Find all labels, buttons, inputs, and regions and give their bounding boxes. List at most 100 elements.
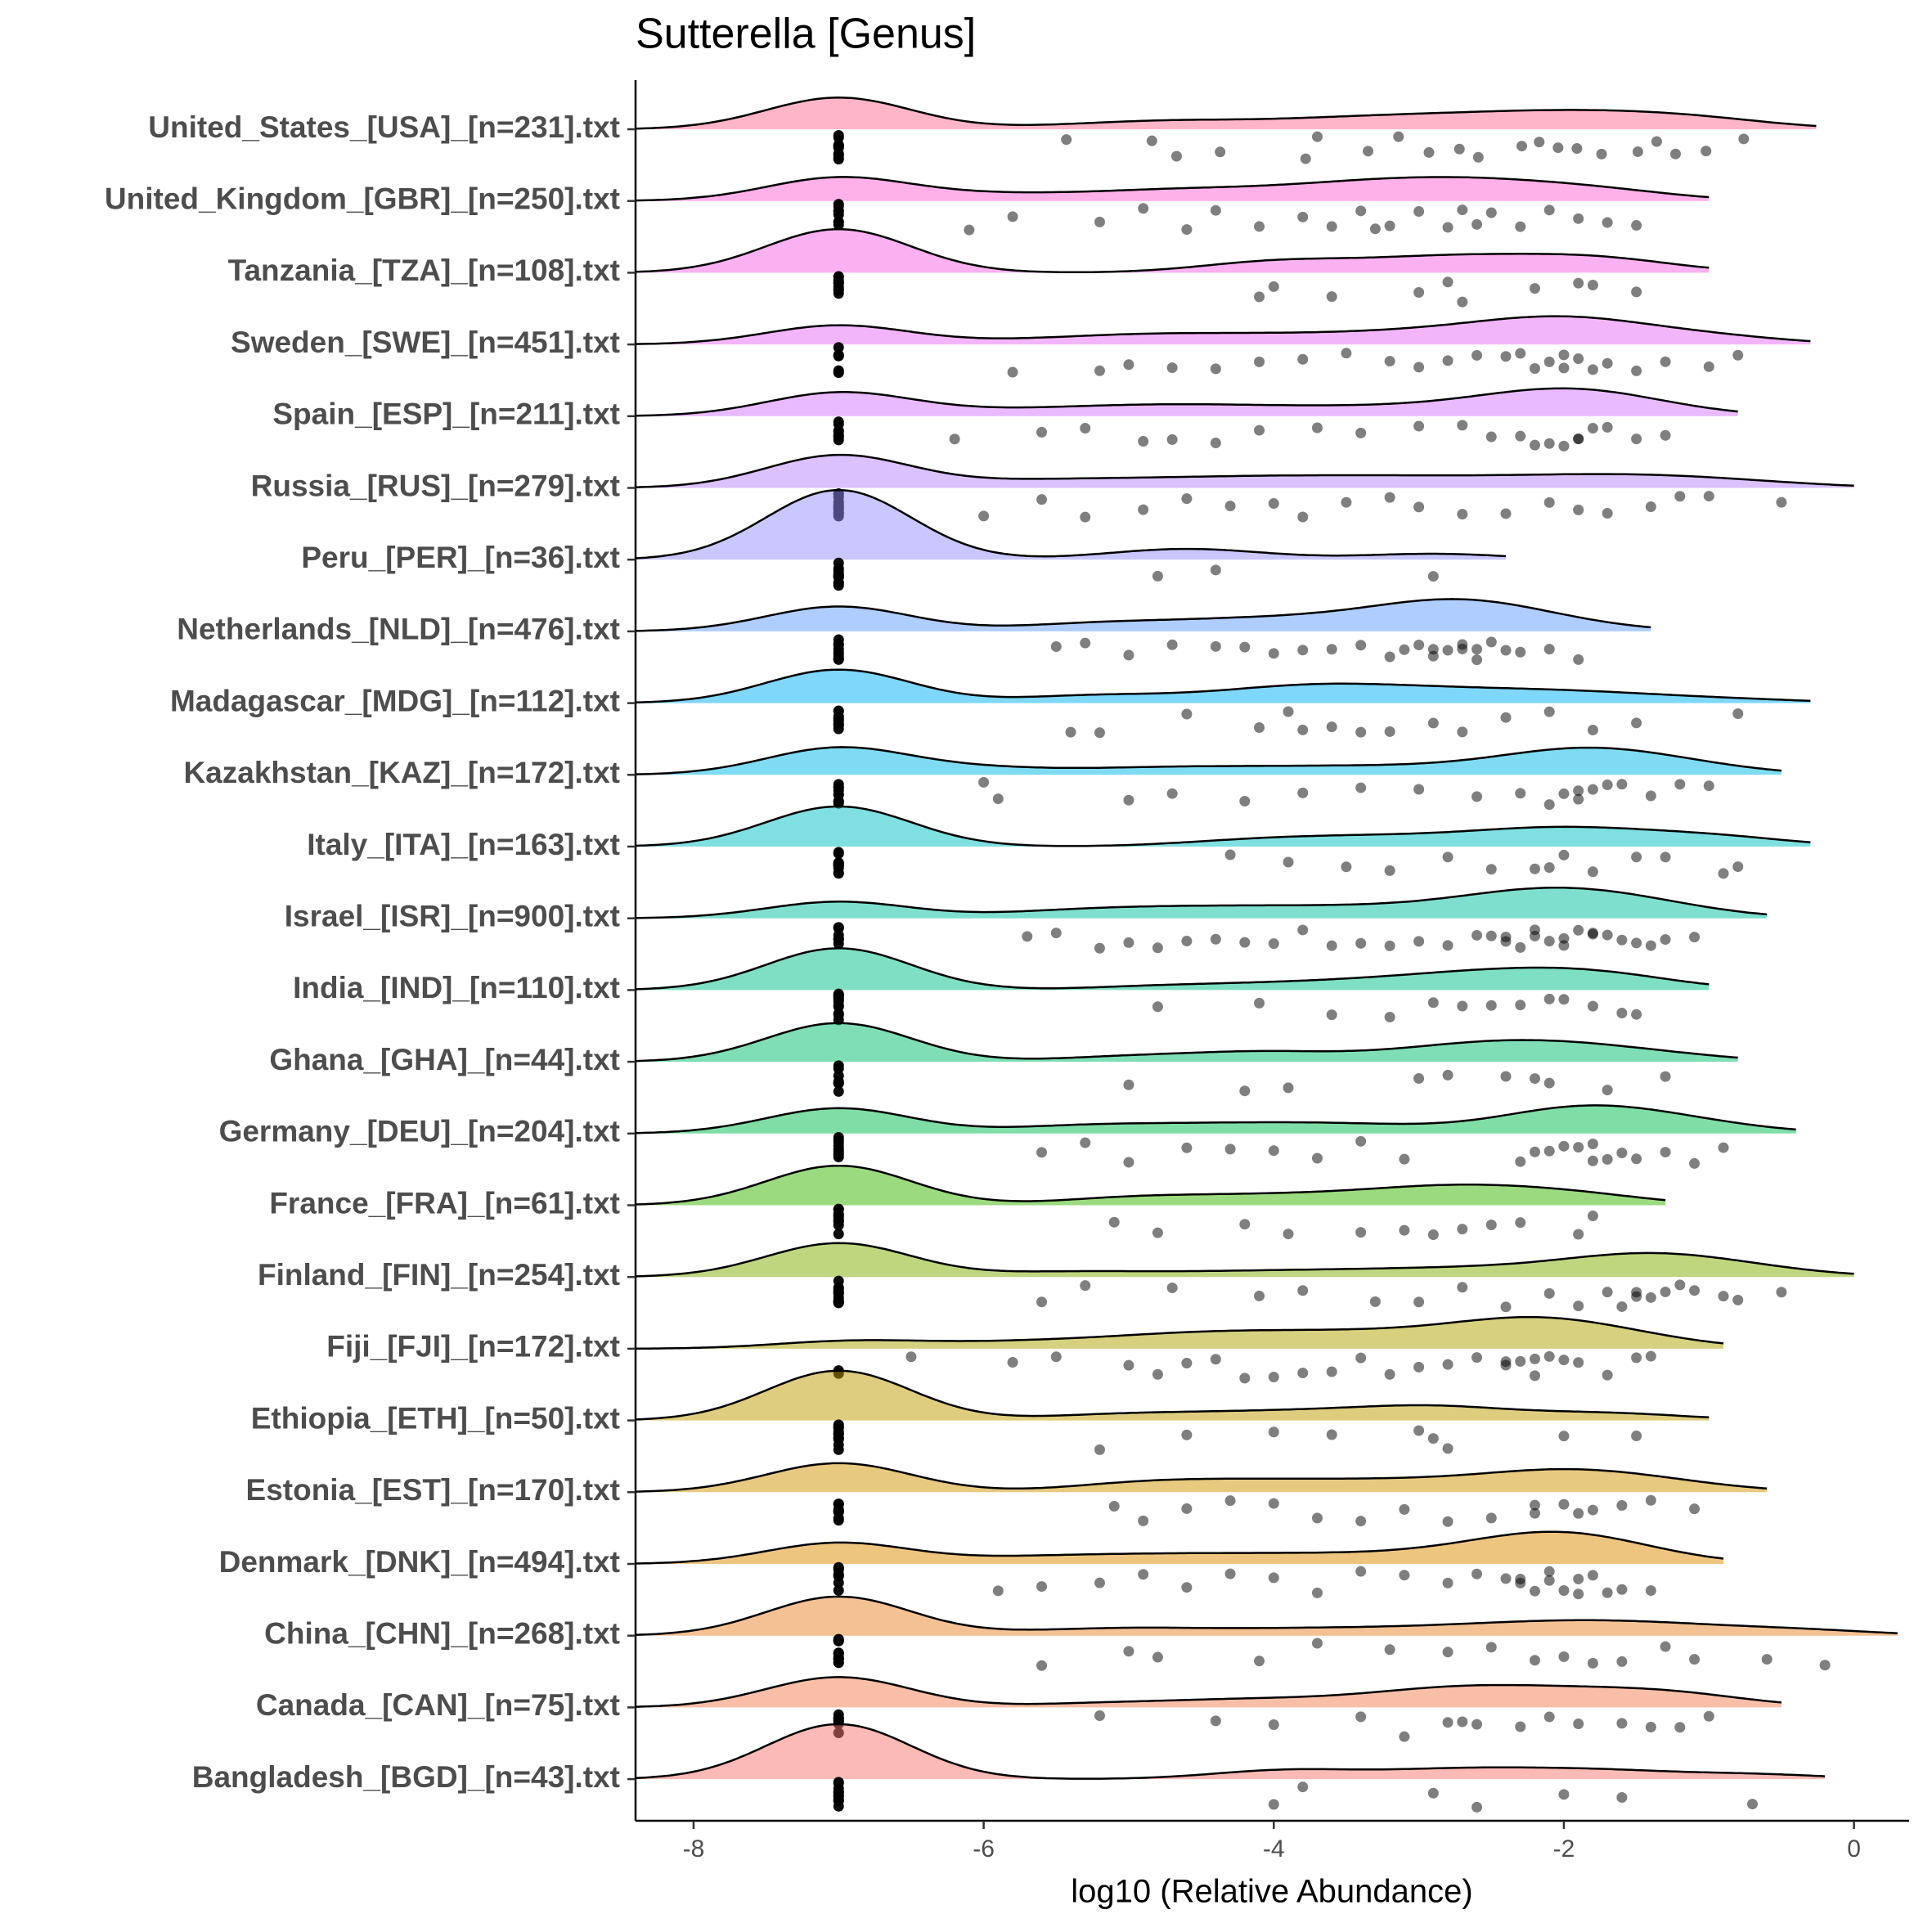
data-point (833, 1070, 844, 1081)
data-point (1587, 784, 1598, 795)
data-point (1689, 1285, 1701, 1296)
data-point (1732, 349, 1744, 361)
data-point (1399, 1153, 1410, 1165)
data-point (1138, 436, 1149, 447)
data-point (1558, 1140, 1570, 1152)
data-point (1427, 1433, 1439, 1445)
data-point (1442, 940, 1453, 951)
data-point (833, 199, 844, 210)
data-point (1471, 349, 1483, 361)
data-point (1776, 1287, 1787, 1298)
y-tick-label: Spain_[ESP]_[n=211].txt (272, 398, 620, 431)
data-point (833, 557, 844, 568)
data-point (1558, 1431, 1570, 1442)
data-point (1326, 1429, 1337, 1440)
data-point (1399, 1503, 1410, 1515)
data-point (1311, 1512, 1323, 1524)
density-outline (635, 1164, 1666, 1206)
data-point (1558, 1789, 1570, 1800)
data-point (1311, 422, 1323, 434)
data-point (1515, 941, 1526, 953)
data-point (1587, 1139, 1598, 1150)
data-point (1036, 426, 1048, 438)
data-point (833, 571, 844, 582)
data-point (1181, 1357, 1193, 1368)
data-point (1529, 1585, 1540, 1597)
data-point (1355, 782, 1367, 793)
data-point (1515, 221, 1526, 232)
data-point (1457, 296, 1468, 308)
data-point (1616, 779, 1628, 790)
data-point (833, 795, 844, 806)
data-point (1254, 425, 1265, 436)
data-point (1254, 356, 1265, 367)
data-point (1573, 654, 1584, 665)
data-point (1384, 651, 1395, 663)
y-tick-label: Denmark_[DNK]_[n=494].txt (219, 1545, 620, 1579)
data-point (1413, 420, 1425, 432)
data-point (1587, 1657, 1598, 1669)
data-point (1500, 1356, 1512, 1368)
data-point (1573, 353, 1584, 365)
density-outline (635, 227, 1710, 274)
data-point (1268, 1719, 1279, 1731)
density-outline (635, 1462, 1768, 1493)
data-point (1427, 650, 1439, 662)
data-point (1268, 1572, 1279, 1584)
data-point (1587, 1155, 1598, 1166)
data-point (833, 1653, 844, 1665)
data-point (1094, 942, 1105, 954)
data-point (1616, 1792, 1628, 1804)
data-point (1268, 1145, 1279, 1157)
data-point (833, 1795, 844, 1806)
data-point (1689, 1157, 1701, 1169)
data-point (1573, 504, 1584, 515)
data-point (1166, 1283, 1178, 1294)
data-point (1036, 1581, 1048, 1593)
data-point (1529, 283, 1540, 294)
data-point (1384, 940, 1395, 951)
data-point (1515, 1000, 1526, 1011)
density (636, 806, 1811, 847)
data-point (1485, 207, 1497, 218)
data-point (1457, 509, 1468, 520)
x-tick-label: 0 (1847, 1835, 1861, 1862)
data-point (1738, 133, 1750, 145)
data-point (1776, 496, 1787, 508)
data-point (1819, 1660, 1831, 1671)
data-point (1718, 1142, 1729, 1153)
data-point (833, 638, 844, 649)
data-point (1210, 1354, 1221, 1365)
data-point (1543, 1287, 1555, 1299)
data-point (1123, 794, 1134, 806)
data-point (1457, 204, 1468, 216)
data-point (1442, 1359, 1453, 1370)
data-point (1543, 936, 1555, 947)
data-point (1326, 1366, 1337, 1377)
data-point (1558, 1584, 1570, 1596)
data-point (1355, 937, 1367, 949)
data-point (1297, 645, 1309, 656)
data-point (1007, 1356, 1018, 1368)
data-point (1529, 1655, 1540, 1666)
data-point (1094, 216, 1105, 227)
data-point (1587, 1570, 1598, 1581)
data-point (1543, 1711, 1555, 1723)
data-point (1210, 933, 1221, 945)
data-point (964, 224, 975, 236)
data-point (1529, 930, 1540, 941)
data-point (1529, 1370, 1540, 1382)
data-point (1152, 570, 1163, 582)
data-point (1311, 131, 1323, 142)
data-point (1457, 420, 1468, 431)
data-point (1573, 785, 1584, 797)
data-point (1181, 1582, 1193, 1593)
density-outline (635, 1676, 1782, 1708)
data-point (949, 434, 960, 445)
density (636, 1242, 1854, 1278)
data-point (1442, 355, 1453, 366)
data-point (1326, 644, 1337, 655)
data-point (833, 1439, 844, 1450)
data-point (1573, 1573, 1584, 1584)
data-point (1254, 291, 1265, 303)
